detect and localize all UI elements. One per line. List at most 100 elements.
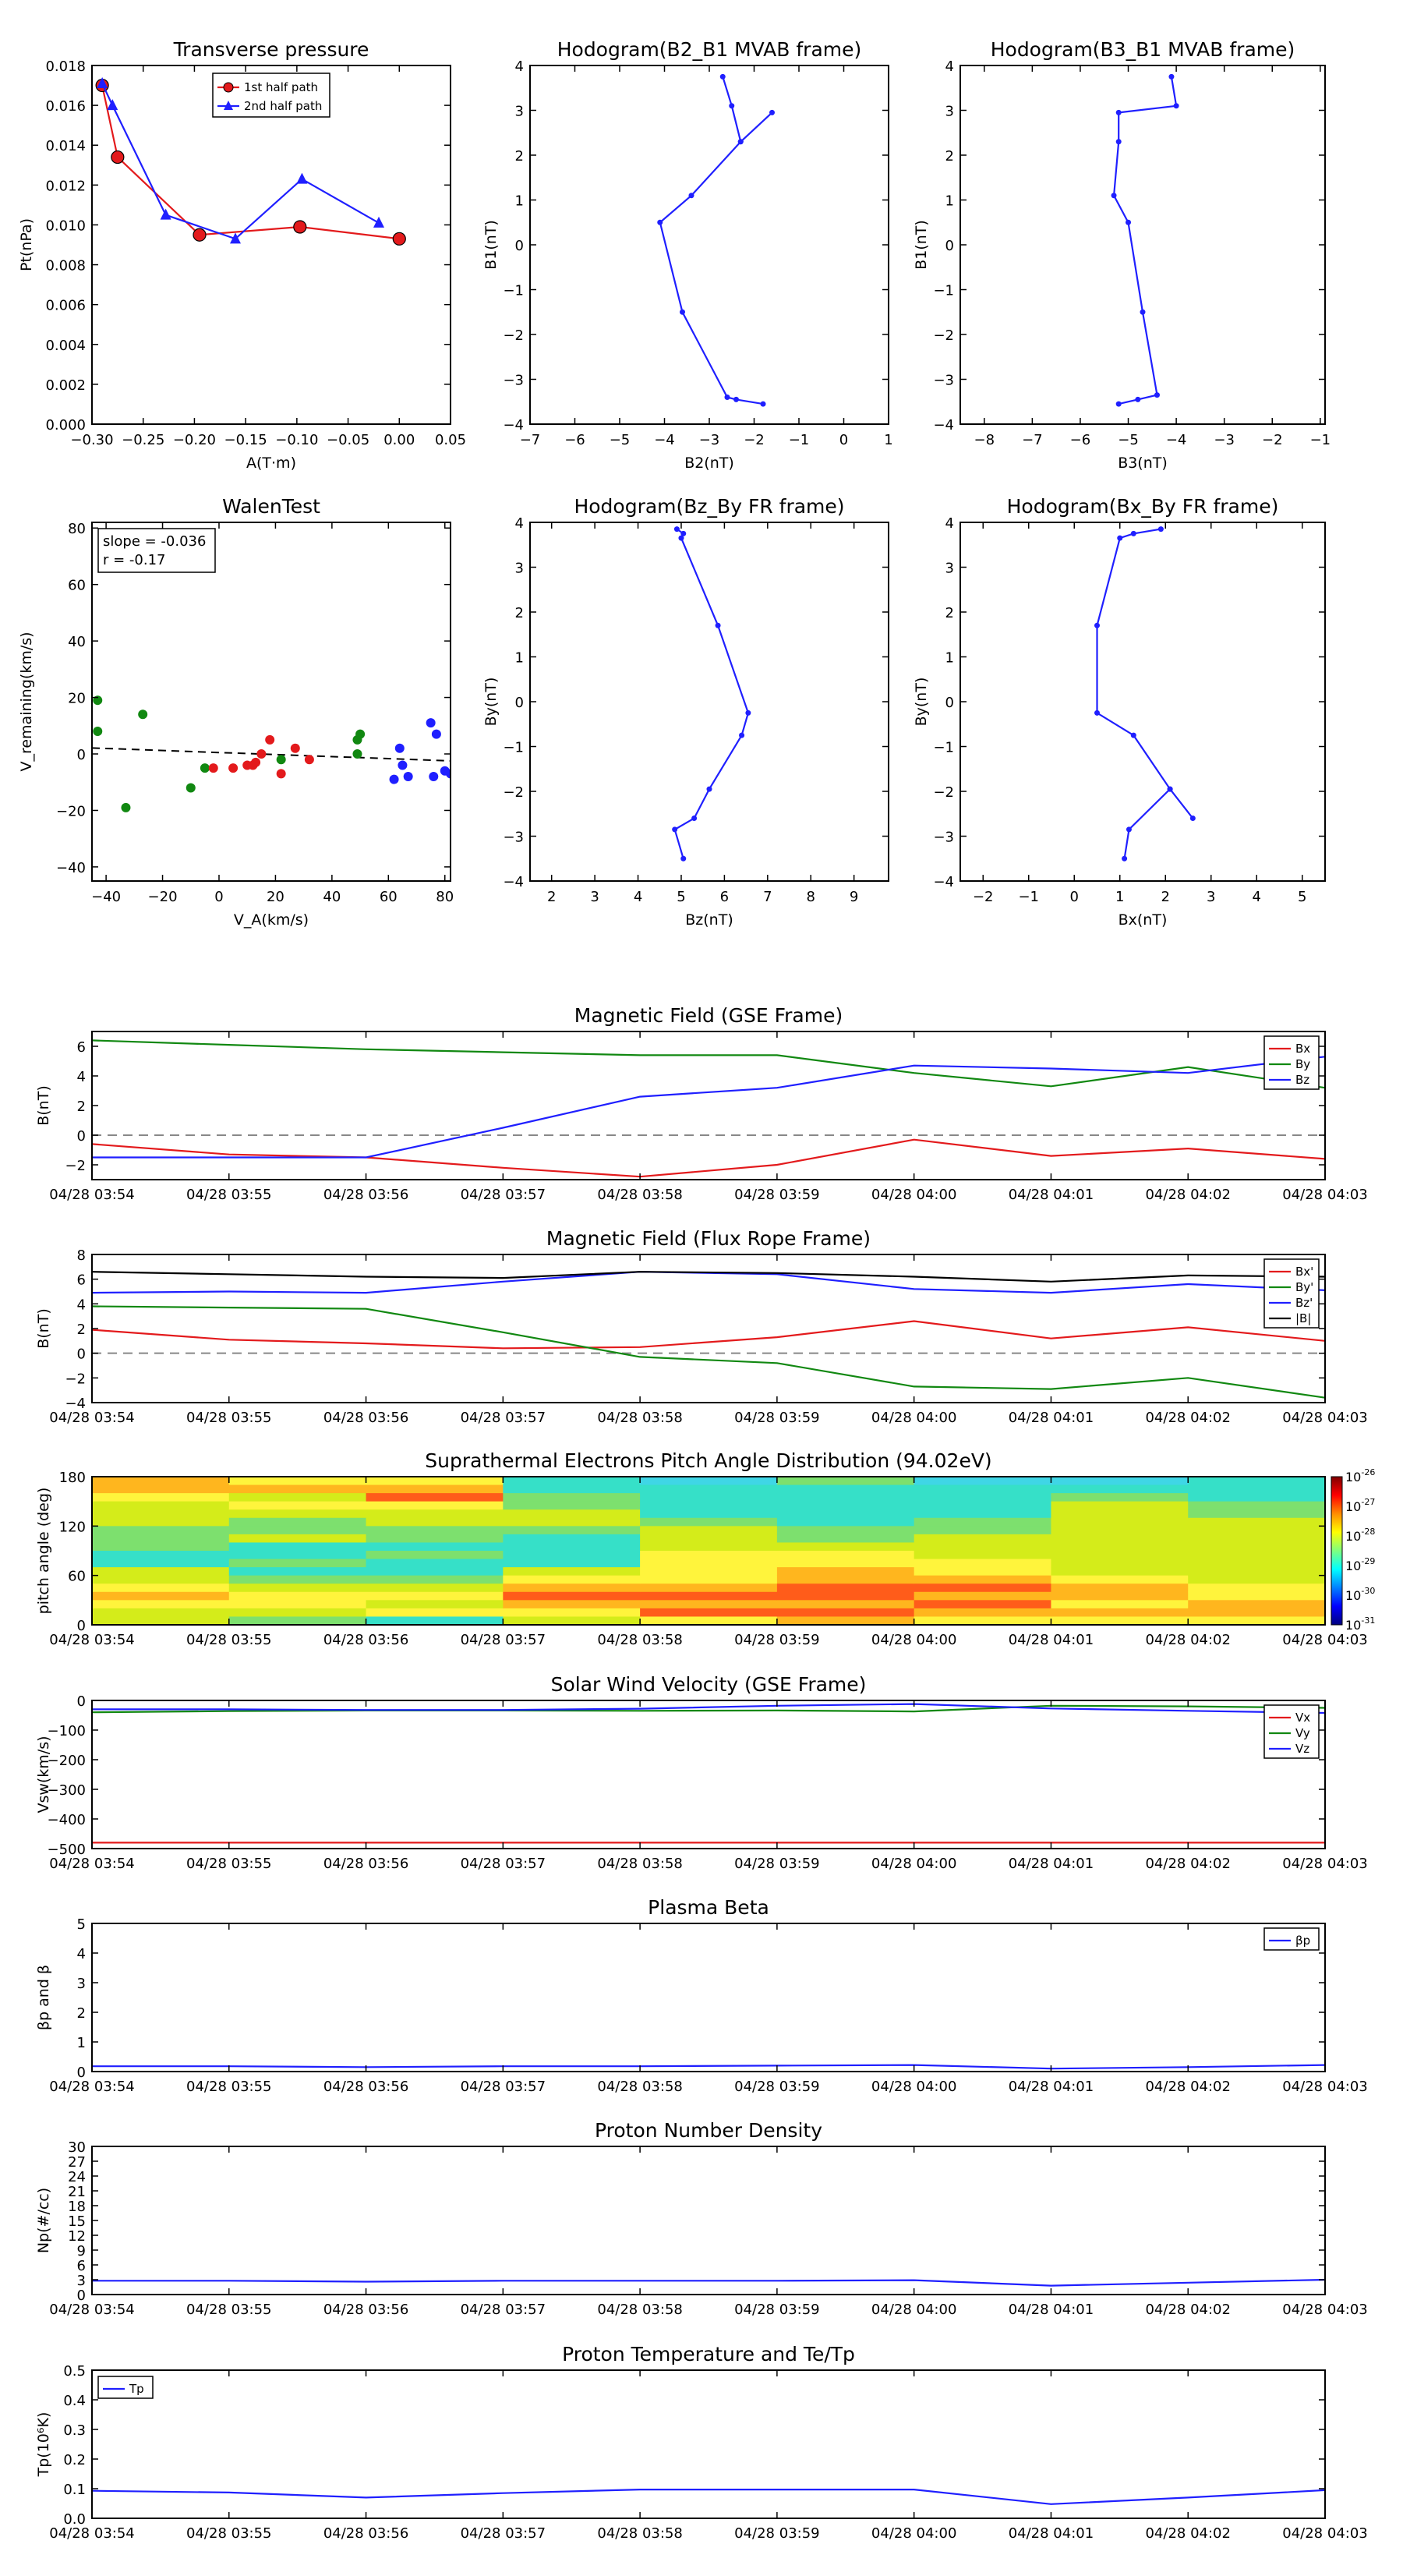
y-tick-label: −40 [56, 860, 86, 876]
heatmap-cell [1051, 1501, 1189, 1510]
x-tick-label: 80 [436, 889, 454, 905]
chart-title: Magnetic Field (GSE Frame) [574, 1004, 843, 1027]
plot-frame [91, 2369, 1326, 2519]
heatmap-cell [92, 1567, 230, 1576]
y-tick-label: 0 [77, 2288, 86, 2304]
heatmap-cell [1051, 1493, 1189, 1502]
heatmap-cell [914, 1509, 1051, 1519]
series-marker [1115, 139, 1122, 145]
colorbar-tick-label: 10-30 [1345, 1586, 1375, 1603]
y-axis-label: βp and β [35, 1965, 52, 2030]
heatmap-cell [366, 1484, 504, 1494]
heatmap-cell [640, 1608, 778, 1617]
y-tick-label: 4 [77, 1069, 86, 1085]
heatmap-cell [914, 1575, 1051, 1584]
heatmap-cell [776, 1526, 915, 1535]
y-tick-label: −2 [65, 1371, 86, 1387]
annotation-box [97, 528, 216, 573]
scatter-point [355, 729, 366, 739]
heatmap-cell [1188, 1616, 1325, 1625]
heatmap-cell [228, 1493, 367, 1502]
series-line [673, 528, 750, 859]
series-marker [733, 396, 739, 402]
series-marker [715, 622, 721, 628]
heatmap-cell [228, 1542, 367, 1552]
y-tick-label: 4 [945, 58, 954, 75]
heatmap-cell [1051, 1551, 1189, 1560]
x-tick-label: 04/28 04:02 [1145, 1632, 1230, 1648]
y-tick-label: 9 [77, 2243, 86, 2259]
x-tick-label: 04/28 04:01 [1009, 1187, 1094, 1203]
series-marker [1135, 396, 1141, 402]
series-line [92, 1320, 1325, 1350]
heatmap-cell [776, 1477, 915, 1486]
x-tick-label: 04/28 03:57 [461, 1856, 546, 1872]
heatmap-cell [640, 1534, 778, 1543]
chart-magnetic-field-gse: Magnetic Field (GSE Frame) −2 0 2 4 6 04/28 03… [35, 1004, 1368, 1203]
y-tick-label: 0 [77, 1693, 86, 1710]
scatter-point [228, 763, 239, 773]
heatmap-cell [92, 1559, 230, 1568]
heatmap-cell [228, 1575, 367, 1584]
y-tick-label: −2 [503, 784, 524, 801]
series-line [92, 1138, 1325, 1178]
x-tick-label: −1 [1310, 432, 1331, 448]
y-tick-label: 0 [77, 1618, 86, 1634]
x-tick-label: 04/28 03:56 [323, 2302, 408, 2318]
x-tick-label: −6 [564, 432, 585, 448]
plot-area [92, 2064, 1325, 2070]
scatter-point [352, 749, 362, 759]
x-tick-label: 3 [1207, 889, 1215, 905]
x-axis-label: Bx(nT) [1119, 911, 1168, 929]
y-tick-label: 30 [68, 2139, 86, 2156]
plot-area [1111, 73, 1179, 407]
x-tick-label: 04/28 03:55 [186, 1632, 271, 1648]
x-tick-label: 04/28 04:02 [1145, 1410, 1230, 1426]
heatmap-cell [640, 1542, 778, 1552]
x-tick-label: 04/28 03:58 [597, 1632, 682, 1648]
series-line [1112, 76, 1178, 405]
x-tick-label: 0 [214, 889, 223, 905]
series-marker [680, 530, 687, 536]
y-tick-label: 12 [68, 2228, 86, 2245]
x-tick-label: 1 [884, 432, 892, 448]
y-tick-label: 0 [945, 695, 954, 711]
x-tick-label: 04/28 04:03 [1282, 2302, 1367, 2318]
plot-frame [91, 65, 451, 425]
x-tick-label: −2 [1262, 432, 1283, 448]
heatmap-cell [776, 1559, 915, 1568]
y-tick-label: 0 [77, 2065, 86, 2081]
heatmap-cell [228, 1591, 367, 1601]
heatmap-cell [776, 1591, 915, 1601]
heatmap-cell [92, 1551, 230, 1560]
series-marker [1094, 622, 1100, 628]
y-tick-label: 0 [77, 747, 86, 763]
heatmap-cell [914, 1559, 1051, 1568]
y-tick-label: 0.016 [45, 98, 86, 115]
heatmap-cell [640, 1501, 778, 1510]
heatmap-cell [366, 1509, 504, 1519]
heatmap-cell [1051, 1534, 1189, 1543]
legend [1263, 1035, 1320, 1090]
heatmap-cell [1188, 1493, 1325, 1502]
plot-area [92, 1271, 1325, 1399]
heatmap-cell [92, 1575, 230, 1584]
y-tick-label: 0.018 [45, 58, 86, 75]
x-tick-label: 7 [763, 889, 772, 905]
y-tick-label: 2 [77, 1099, 86, 1115]
heatmap-cell [366, 1493, 504, 1502]
chart-title: Hodogram(Bz_By FR frame) [574, 495, 844, 518]
x-tick-label: −20 [148, 889, 178, 905]
y-tick-label: 6 [77, 1039, 86, 1056]
y-tick-label: 3 [945, 104, 954, 120]
heatmap-cell [503, 1600, 641, 1609]
heatmap-cell [92, 1477, 230, 1486]
legend-marker [223, 82, 234, 93]
heatmap-cell [503, 1517, 641, 1527]
heatmap-cell [776, 1583, 915, 1593]
heatmap-cell [776, 1616, 915, 1625]
heatmap-cell [366, 1616, 504, 1625]
heatmap-cell [1188, 1484, 1325, 1494]
series-marker [1189, 816, 1196, 821]
